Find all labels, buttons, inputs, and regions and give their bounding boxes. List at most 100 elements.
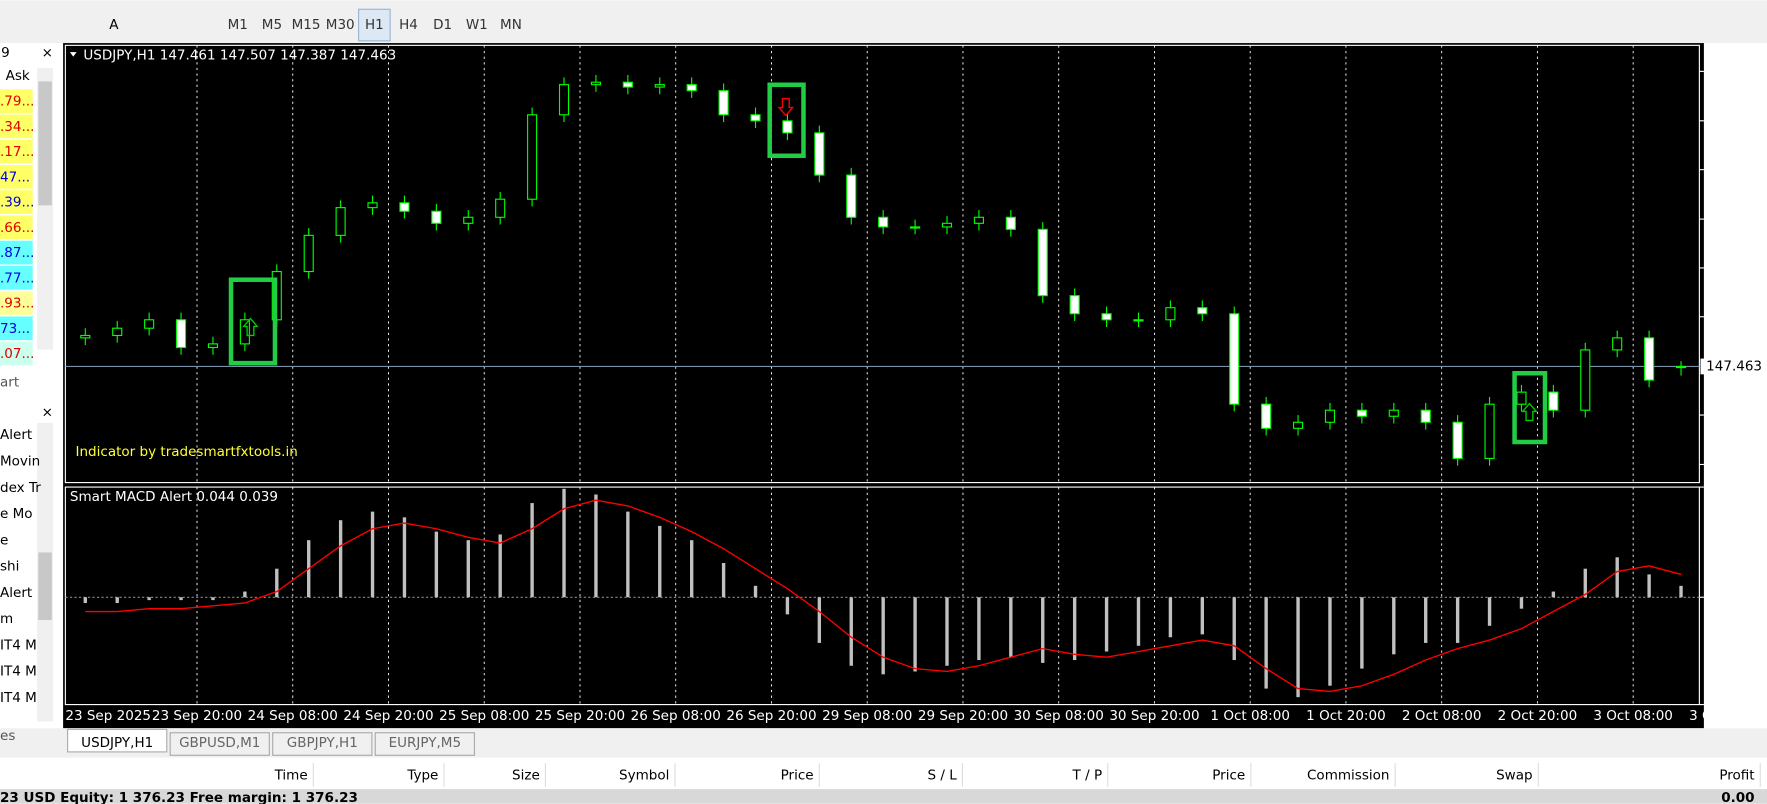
close-icon[interactable]: ×	[42, 405, 53, 421]
histogram-bar	[689, 540, 694, 598]
navigator-item[interactable]: e Mo	[0, 506, 33, 522]
histogram-bar	[115, 597, 119, 603]
column-header: S / L	[927, 768, 957, 784]
column-header: Price	[781, 768, 814, 784]
timeframe-button[interactable]: M15	[292, 17, 321, 33]
histogram-bar	[1551, 591, 1556, 598]
histogram-bar	[1104, 597, 1109, 652]
x-tick-label: 26 Sep 08:00	[631, 708, 721, 724]
candle-body	[1069, 295, 1080, 315]
x-tick-label: 1 Oct 20:00	[1306, 708, 1386, 724]
y-tick-label: 147.060	[1706, 407, 1762, 423]
navigator-item[interactable]: Alert	[0, 427, 32, 443]
histogram-bar	[275, 568, 279, 598]
candle-body	[1388, 409, 1399, 417]
timeframe-button[interactable]: M30	[326, 17, 355, 33]
candle-body	[463, 216, 474, 224]
column-header: Size	[512, 768, 540, 784]
candle-body	[207, 343, 219, 349]
price-cell	[0, 265, 33, 290]
histogram-bar	[466, 540, 470, 598]
candle-body	[1292, 421, 1304, 429]
watermark: Indicator by tradesmartfxtools.in	[76, 444, 298, 460]
histogram-bar	[658, 525, 662, 598]
panel-tab: art	[0, 374, 19, 390]
histogram-bar	[1200, 597, 1205, 635]
navigator-item[interactable]: m	[0, 611, 13, 627]
timeframe-button[interactable]: MN	[500, 17, 522, 33]
chart-tab[interactable]	[169, 732, 270, 756]
histogram-bar	[594, 494, 598, 598]
candle-body	[495, 198, 506, 218]
candle-body	[1005, 216, 1016, 230]
timeframe-button[interactable]: M1	[228, 17, 248, 33]
total-profit: 0.00	[1721, 790, 1754, 804]
timeframe-button[interactable]: H4	[399, 17, 418, 33]
x-tick-label: 29 Sep 08:00	[822, 708, 912, 724]
toolbar	[0, 0, 1767, 44]
chart-tab-label[interactable]: GBPJPY,H1	[287, 735, 358, 751]
candle-body	[144, 319, 155, 329]
histogram-bar	[1168, 597, 1173, 638]
navigator-item[interactable]: shi	[0, 559, 19, 575]
candle-body	[239, 319, 250, 345]
ask-price: .77...	[0, 270, 34, 286]
y-tick-label: 149.910	[1706, 63, 1762, 79]
close-icon[interactable]: ×	[42, 45, 53, 61]
candle-body	[1548, 391, 1559, 411]
price-cell	[0, 139, 33, 164]
current-price-box	[1700, 358, 1757, 375]
candle-body	[1165, 307, 1176, 321]
navigator-item[interactable]: IT4 M	[0, 690, 37, 706]
histogram-bar	[434, 531, 439, 598]
chart-tab-label[interactable]: EURJPY,M5	[389, 735, 461, 751]
ask-price: 73...	[0, 321, 30, 337]
panel-tab: es	[0, 728, 15, 744]
candle-body	[1580, 349, 1591, 411]
candle-body	[1612, 337, 1623, 351]
timeframe-button[interactable]: D1	[433, 17, 452, 33]
chart-tab[interactable]	[272, 732, 373, 756]
signal-box	[767, 82, 806, 159]
chart-tab-label[interactable]: USDJPY,H1	[81, 735, 153, 751]
candle-body	[1420, 409, 1431, 423]
price-cell	[0, 341, 33, 366]
y-tick-label: -0.376	[1706, 697, 1750, 713]
navigator-item[interactable]: Alert	[0, 585, 32, 601]
timeframe-button[interactable]: W1	[466, 17, 488, 33]
y-tick-label: 149.095	[1706, 162, 1762, 178]
candle-body	[335, 207, 346, 236]
chart-tab[interactable]	[374, 732, 475, 756]
ask-price: .34...	[0, 119, 34, 135]
navigator-item[interactable]: Movin	[0, 454, 40, 470]
navigator-item[interactable]: IT4 M	[0, 664, 37, 680]
ask-price: .87...	[0, 245, 34, 261]
signal-line	[85, 499, 1682, 693]
histogram-bar	[1487, 597, 1492, 626]
navigator-item[interactable]: IT4 M	[0, 637, 37, 653]
histogram-bar	[83, 597, 87, 603]
account-row	[0, 789, 1767, 804]
candle-body	[718, 90, 729, 116]
chart-tab-label[interactable]: GBPUSD,M1	[179, 735, 260, 751]
histogram-bar	[817, 597, 822, 643]
navigator-item[interactable]: dex Tr	[0, 480, 41, 496]
price-cell	[0, 89, 33, 113]
histogram-bar	[370, 511, 375, 598]
timeframe-button[interactable]: H1	[365, 17, 384, 33]
timeframe-button[interactable]: M5	[262, 17, 282, 33]
navigator-item[interactable]: e	[0, 532, 8, 548]
scroll-thumb	[38, 81, 52, 206]
ask-price: .07...	[0, 346, 34, 362]
candle-body	[622, 81, 633, 88]
candle-body	[399, 202, 410, 212]
histogram-bar	[1072, 597, 1077, 661]
y-tick-label: 146.650	[1706, 456, 1762, 472]
histogram-bar	[211, 597, 215, 601]
histogram-bar	[1136, 597, 1141, 646]
x-tick-label: 29 Sep 20:00	[918, 708, 1008, 724]
ask-price: .17...	[0, 144, 34, 160]
chart-tab[interactable]	[67, 728, 168, 753]
y-tick-label: 148.280	[1706, 260, 1762, 276]
text-tool[interactable]: A	[109, 17, 119, 33]
